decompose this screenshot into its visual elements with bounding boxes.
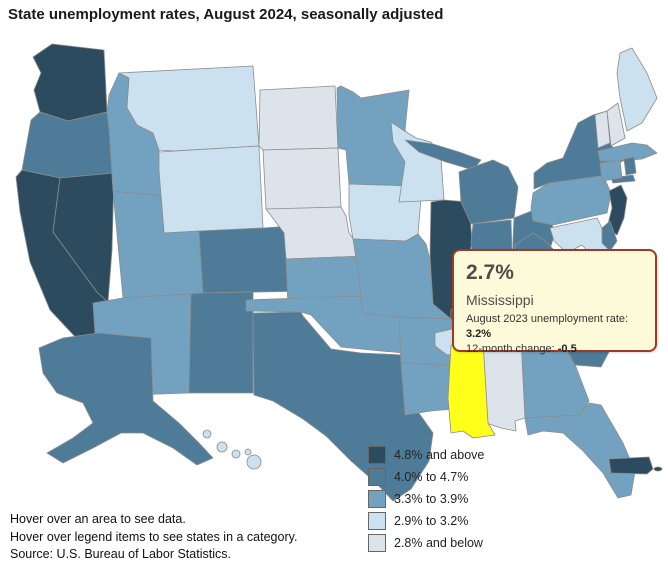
- state-vermont[interactable]: [594, 110, 611, 149]
- legend-swatch-33-39[interactable]: [368, 490, 386, 508]
- tooltip-prev-label: August 2023 unemployment rate:: [466, 313, 629, 325]
- legend-swatch-40-47[interactable]: [368, 468, 386, 486]
- state-hawaii[interactable]: [202, 429, 262, 470]
- legend-item-48-above[interactable]: 4.8% and above: [368, 444, 484, 466]
- state-wyoming[interactable]: [158, 145, 264, 234]
- state-massachusetts[interactable]: [597, 142, 658, 162]
- footer-line-hover-legend: Hover over legend items to see states in…: [10, 529, 298, 544]
- legend-label: 2.9% to 3.2%: [394, 514, 469, 528]
- legend-label: 4.8% and above: [394, 448, 485, 462]
- state-minnesota[interactable]: [336, 85, 416, 187]
- tooltip-prev-value: 3.2%: [466, 328, 492, 340]
- state-wisconsin[interactable]: [390, 121, 445, 203]
- state-rhode-island[interactable]: [623, 156, 637, 176]
- state-montana[interactable]: [118, 65, 260, 152]
- tooltip-change-value: -0.5: [557, 343, 577, 355]
- tooltip-rate: 2.7%: [466, 261, 514, 284]
- state-new-jersey[interactable]: [606, 184, 628, 236]
- legend-item-28-below[interactable]: 2.8% and below: [368, 532, 484, 554]
- legend-label: 3.3% to 3.9%: [394, 492, 469, 506]
- page-title: State unemployment rates, August 2024, s…: [8, 6, 444, 23]
- legend-item-29-32[interactable]: 2.9% to 3.2%: [368, 510, 484, 532]
- legend-swatch-28-below[interactable]: [368, 534, 386, 552]
- state-connecticut[interactable]: [599, 159, 623, 182]
- footer-notes: Hover over an area to see data. Hover ov…: [10, 511, 297, 564]
- tooltip-prev-rate: August 2023 unemployment rate: 3.2%: [466, 312, 643, 342]
- footer-line-source: Source: U.S. Bureau of Labor Statistics.: [10, 547, 231, 561]
- state-missouri[interactable]: [352, 233, 452, 320]
- state-texas[interactable]: [252, 311, 434, 502]
- state-north-dakota[interactable]: [258, 85, 339, 151]
- tooltip: 2.7% Mississippi August 2023 unemploymen…: [452, 249, 657, 355]
- tooltip-state-name: Mississippi: [466, 292, 534, 308]
- state-florida[interactable]: [524, 402, 636, 499]
- legend-label: 2.8% and below: [394, 536, 483, 550]
- state-oregon[interactable]: [21, 111, 122, 179]
- legend-label: 4.0% to 4.7%: [394, 470, 469, 484]
- legend-item-40-47[interactable]: 4.0% to 4.7%: [368, 466, 484, 488]
- state-michigan[interactable]: [404, 139, 519, 225]
- state-mississippi[interactable]: [447, 340, 496, 439]
- state-south-dakota[interactable]: [262, 147, 342, 210]
- tooltip-change-label: 12-month change:: [466, 343, 558, 355]
- footer-line-hover-area: Hover over an area to see data.: [10, 512, 186, 526]
- tooltip-change: 12-month change: -0.5: [466, 342, 643, 357]
- state-alaska[interactable]: [38, 332, 214, 466]
- state-new-mexico[interactable]: [188, 291, 254, 394]
- state-puerto-rico[interactable]: [608, 456, 663, 475]
- legend: 4.8% and above 4.0% to 4.7% 3.3% to 3.9%…: [368, 444, 484, 554]
- state-new-hampshire[interactable]: [606, 102, 626, 147]
- legend-item-33-39[interactable]: 3.3% to 3.9%: [368, 488, 484, 510]
- legend-swatch-48-above[interactable]: [368, 446, 386, 464]
- legend-swatch-29-32[interactable]: [368, 512, 386, 530]
- state-maine[interactable]: [616, 47, 658, 132]
- state-washington[interactable]: [32, 43, 108, 122]
